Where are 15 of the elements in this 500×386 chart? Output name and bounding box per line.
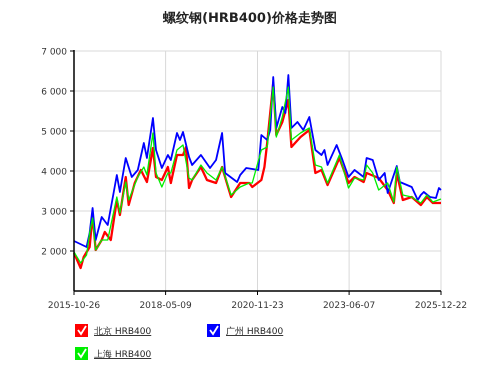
y-tick-label: 4 000 [41, 168, 68, 178]
y-tick-label: 3 000 [41, 208, 68, 218]
x-tick-label: 2023-06-07 [322, 301, 376, 311]
y-tick-label: 5 000 [41, 128, 68, 138]
x-tick-label: 2015-10-26 [48, 301, 100, 311]
y-tick-label: 6 000 [41, 88, 68, 98]
y-tick-label: 7 000 [41, 48, 68, 58]
chart-title: 螺纹钢(HRB400)价格走势图 [162, 10, 337, 26]
y-tick-label: 2 000 [41, 248, 68, 258]
legend-label: 北京 HRB400 [94, 326, 152, 337]
x-tick-label: 2018-05-09 [139, 301, 192, 311]
legend-label: 广州 HRB400 [226, 326, 284, 337]
x-tick-label: 2020-11-23 [231, 301, 284, 311]
x-tick-label: 2025-12-22 [414, 301, 468, 311]
legend-label: 上海 HRB400 [94, 349, 152, 360]
